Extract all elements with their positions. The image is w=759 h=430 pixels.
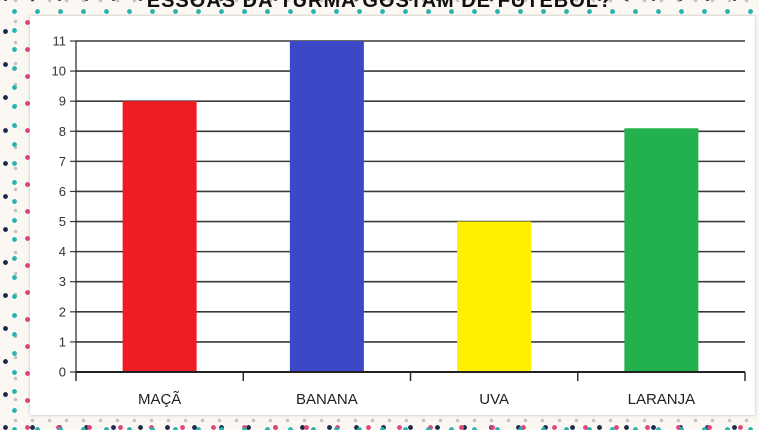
x-tick-label: MAÇÃ	[138, 391, 181, 408]
y-tick-label: 9	[59, 94, 66, 109]
chart-panel: 0 1 2 3 4 5 6 7 8 9 10 11 MAÇÃ BANANA UVA LARANJA	[30, 16, 755, 415]
y-tick-label: 3	[59, 274, 66, 289]
bar	[624, 128, 699, 372]
bar-chart: 0 1 2 3 4 5 6 7 8 9 10 11 MAÇÃ BANANA UVA LARANJA	[52, 34, 746, 408]
y-tick-label: 10	[52, 64, 66, 79]
y-tick-label: 7	[59, 154, 66, 169]
x-tick-label: LARANJA	[628, 391, 696, 408]
page-title: ESSOAS DA TURMA GOSTAM DE FUTEBOL?	[146, 0, 613, 12]
y-axis-ticks: 0 1 2 3 4 5 6 7 8 9 10 11	[52, 34, 76, 380]
y-tick-label: 4	[59, 244, 66, 259]
bar	[457, 221, 532, 372]
x-tick-label: BANANA	[296, 391, 358, 408]
x-axis	[75, 41, 746, 381]
x-tick-label: UVA	[479, 391, 509, 408]
y-tick-label: 6	[59, 184, 66, 199]
y-tick-label: 1	[59, 334, 66, 349]
bars	[122, 41, 699, 372]
y-tick-label: 11	[53, 34, 67, 49]
y-tick-label: 8	[59, 124, 66, 139]
bar	[122, 101, 197, 372]
y-tick-label: 2	[59, 304, 66, 319]
x-axis-labels: MAÇÃ BANANA UVA LARANJA	[138, 391, 695, 408]
bar	[289, 41, 364, 372]
y-tick-label: 0	[59, 365, 66, 380]
y-tick-label: 5	[59, 214, 66, 229]
